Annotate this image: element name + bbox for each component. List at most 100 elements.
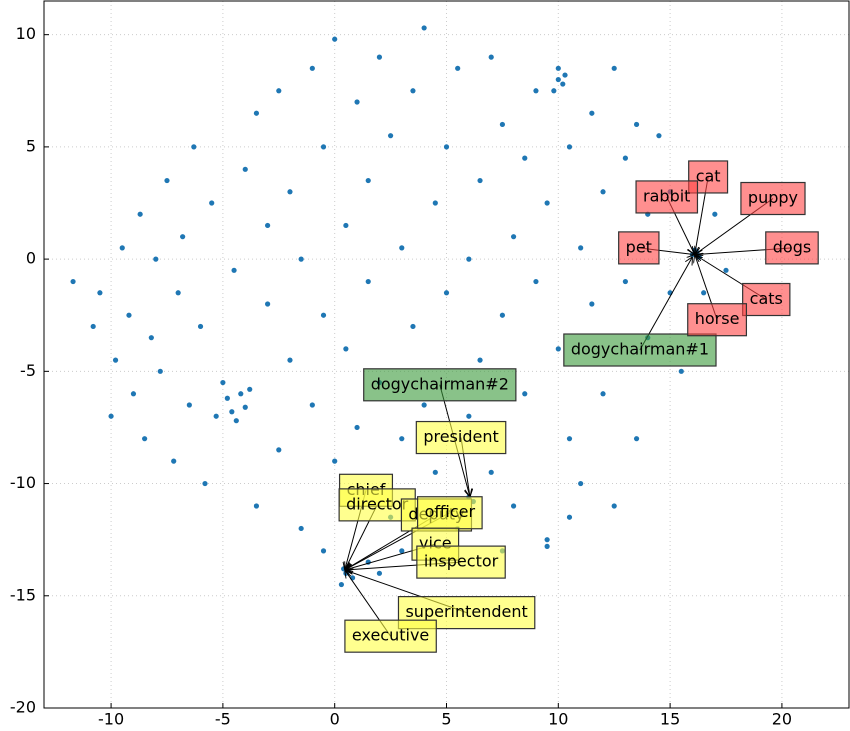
point	[376, 570, 383, 576]
annotation: dogychairman#2	[363, 368, 517, 402]
point	[175, 290, 181, 296]
annotation-label: puppy	[748, 188, 798, 207]
point	[332, 36, 338, 42]
point	[224, 395, 230, 401]
point	[611, 503, 617, 509]
arrows	[345, 176, 793, 637]
point	[555, 346, 561, 352]
point	[186, 402, 192, 408]
point	[231, 267, 237, 273]
point	[171, 458, 177, 464]
point	[309, 402, 315, 408]
annotation-box	[416, 545, 506, 579]
point	[354, 99, 360, 105]
point	[298, 256, 304, 262]
annotation: dogychairman#1	[563, 333, 717, 367]
annotation-label: dogs	[773, 237, 811, 256]
annotation: horse	[687, 303, 748, 337]
point	[354, 424, 360, 431]
point	[90, 323, 96, 330]
point	[242, 404, 248, 410]
point	[544, 543, 550, 550]
point	[126, 312, 132, 318]
point	[320, 548, 327, 554]
point	[287, 189, 293, 195]
annotation: cats	[742, 282, 791, 317]
y-tick-label: -15	[10, 585, 36, 604]
point	[633, 121, 640, 128]
point	[533, 88, 539, 94]
x-tick-label: 0	[330, 710, 340, 729]
point	[112, 357, 119, 363]
point	[555, 76, 561, 83]
point	[253, 503, 260, 509]
point	[287, 357, 293, 363]
annotation-label: inspector	[424, 552, 499, 571]
annotation-box	[687, 303, 748, 337]
point	[589, 301, 595, 307]
point	[477, 177, 483, 184]
y-tick-label: 0	[26, 249, 36, 268]
annotation-label: cat	[696, 166, 721, 185]
point	[399, 245, 405, 251]
point	[421, 402, 427, 408]
point	[197, 323, 204, 330]
point	[562, 72, 568, 78]
annotation: rabbit	[635, 180, 699, 214]
point	[678, 368, 684, 374]
point	[544, 200, 550, 206]
point	[578, 480, 584, 487]
annotation-box	[415, 420, 507, 455]
point	[209, 200, 215, 206]
point	[432, 469, 438, 475]
point	[233, 418, 239, 424]
point	[421, 25, 427, 31]
point	[191, 144, 197, 150]
point	[153, 256, 159, 262]
point	[656, 133, 662, 139]
point	[522, 391, 528, 397]
point	[70, 278, 76, 285]
point	[148, 335, 154, 341]
point	[578, 245, 584, 251]
point	[555, 65, 561, 71]
x-tick-label: 5	[441, 710, 451, 729]
point	[633, 436, 640, 442]
point	[276, 447, 282, 453]
point	[701, 290, 707, 296]
point	[455, 65, 461, 71]
point	[265, 222, 271, 229]
point	[443, 290, 450, 296]
point	[220, 379, 226, 386]
annotation: inspector	[416, 545, 506, 579]
annotation-box	[742, 282, 791, 317]
point	[712, 211, 718, 217]
annotation: puppy	[740, 181, 806, 216]
point	[119, 245, 125, 251]
x-tick-label: 10	[548, 710, 568, 729]
annotation-box	[635, 180, 699, 214]
y-tick-label: 5	[26, 136, 36, 155]
point	[376, 54, 383, 60]
point	[242, 166, 248, 172]
annotation-box	[740, 181, 806, 216]
point	[399, 548, 405, 554]
annotation-box	[344, 619, 437, 653]
point	[622, 155, 628, 161]
point	[488, 469, 494, 475]
annotation: president	[415, 420, 507, 455]
x-tick-label: 20	[772, 710, 792, 729]
annotation-label: superintendent	[405, 602, 527, 621]
point	[97, 290, 103, 296]
annotation-label: director	[346, 494, 409, 513]
point	[510, 503, 517, 509]
point	[410, 88, 416, 94]
point	[180, 234, 186, 240]
annotation: executive	[344, 619, 437, 653]
point	[265, 301, 271, 307]
point	[600, 189, 606, 195]
point	[560, 81, 566, 87]
annotation-label: president	[423, 427, 498, 446]
point	[343, 346, 349, 352]
annotation-box	[618, 231, 660, 265]
